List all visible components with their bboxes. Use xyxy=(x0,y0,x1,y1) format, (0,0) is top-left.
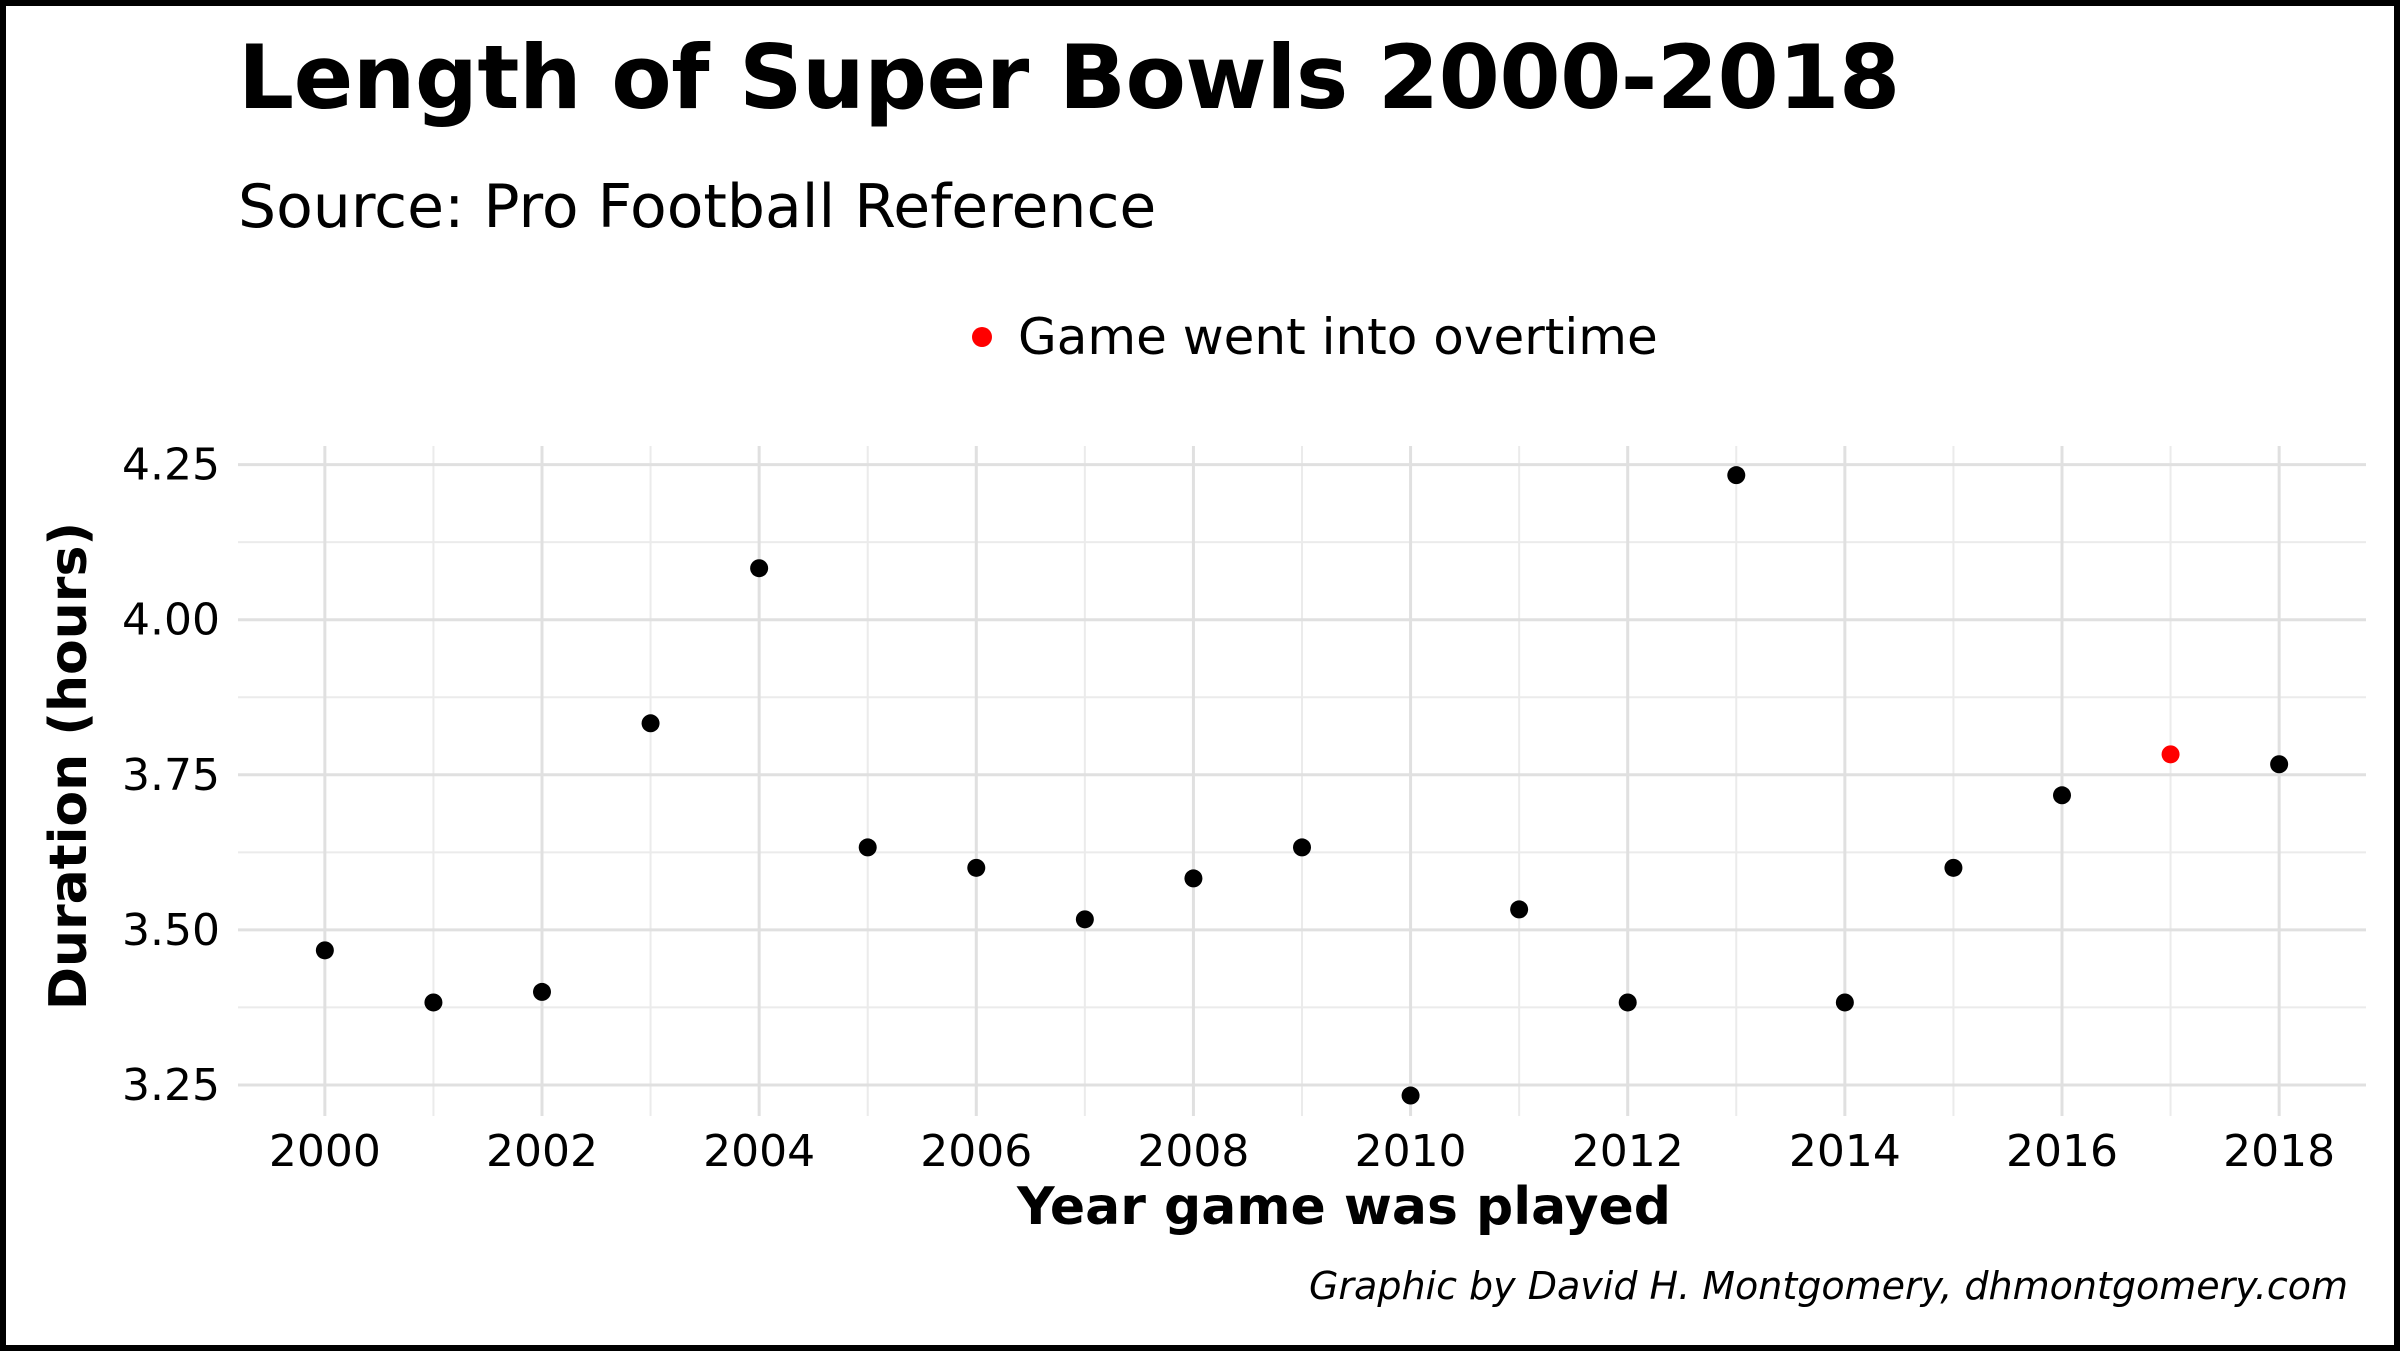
x-tick-label: 2008 xyxy=(1137,1126,1249,1177)
data-point xyxy=(641,714,660,733)
chart-caption: Graphic by David H. Montgomery, dhmontgo… xyxy=(1308,1264,2348,1308)
overtime-point xyxy=(2161,745,2180,764)
x-tick-label: 2012 xyxy=(1572,1126,1684,1177)
data-point xyxy=(1293,838,1311,857)
data-points xyxy=(315,466,2289,1105)
x-tick-label: 2014 xyxy=(1789,1126,1901,1177)
x-tick-label: 2004 xyxy=(703,1126,815,1177)
data-point xyxy=(1944,858,1963,877)
y-tick-label: 3.75 xyxy=(122,750,220,801)
y-tick-label: 3.50 xyxy=(122,905,220,956)
legend-overtime-marker xyxy=(972,327,992,347)
x-tick-label: 2018 xyxy=(2223,1126,2335,1177)
data-point xyxy=(1618,993,1637,1012)
chart-title: Length of Super Bowls 2000-2018 xyxy=(238,26,1900,129)
data-point xyxy=(1401,1086,1420,1105)
x-tick-label: 2002 xyxy=(486,1126,598,1177)
data-point xyxy=(424,993,443,1012)
chart-subtitle: Source: Pro Football Reference xyxy=(238,172,1157,242)
y-tick-label: 4.00 xyxy=(122,595,220,646)
scatter-plot: 3.253.503.754.004.25 2000 2002 2004 2006 200… xyxy=(39,440,2366,1237)
x-tick-label: 2016 xyxy=(2006,1126,2118,1177)
y-tick-labels: 3.25 3.50 3.75 4.00 4.25 xyxy=(122,440,220,1111)
minor-gridlines xyxy=(238,446,2366,1116)
data-point xyxy=(858,838,877,857)
data-point xyxy=(1075,910,1094,929)
data-point xyxy=(315,941,334,960)
y-tick-label: 4.25 xyxy=(122,440,220,491)
data-point xyxy=(533,982,551,1001)
data-point xyxy=(1184,869,1203,888)
legend-overtime-label: Game went into overtime xyxy=(1018,308,1658,366)
data-point xyxy=(967,858,986,877)
y-axis-title: Duration (hours) xyxy=(39,522,99,1010)
data-point xyxy=(750,559,769,578)
data-point xyxy=(2270,755,2289,774)
data-point xyxy=(1727,466,1746,485)
y-tick-label: 3.25 xyxy=(122,1060,220,1111)
legend: Game went into overtime xyxy=(972,302,1658,372)
data-point xyxy=(1510,900,1529,919)
data-point xyxy=(1835,993,1854,1012)
x-tick-label: 2000 xyxy=(269,1126,381,1177)
x-tick-label: 2010 xyxy=(1355,1126,1467,1177)
x-axis-title: Year game was played xyxy=(1016,1177,1671,1237)
x-tick-label: 2006 xyxy=(920,1126,1032,1177)
x-tick-labels: 2000 2002 2004 2006 2008 2010 2012 2014 2016 2018 xyxy=(269,1126,2335,1177)
data-point xyxy=(2053,786,2071,805)
